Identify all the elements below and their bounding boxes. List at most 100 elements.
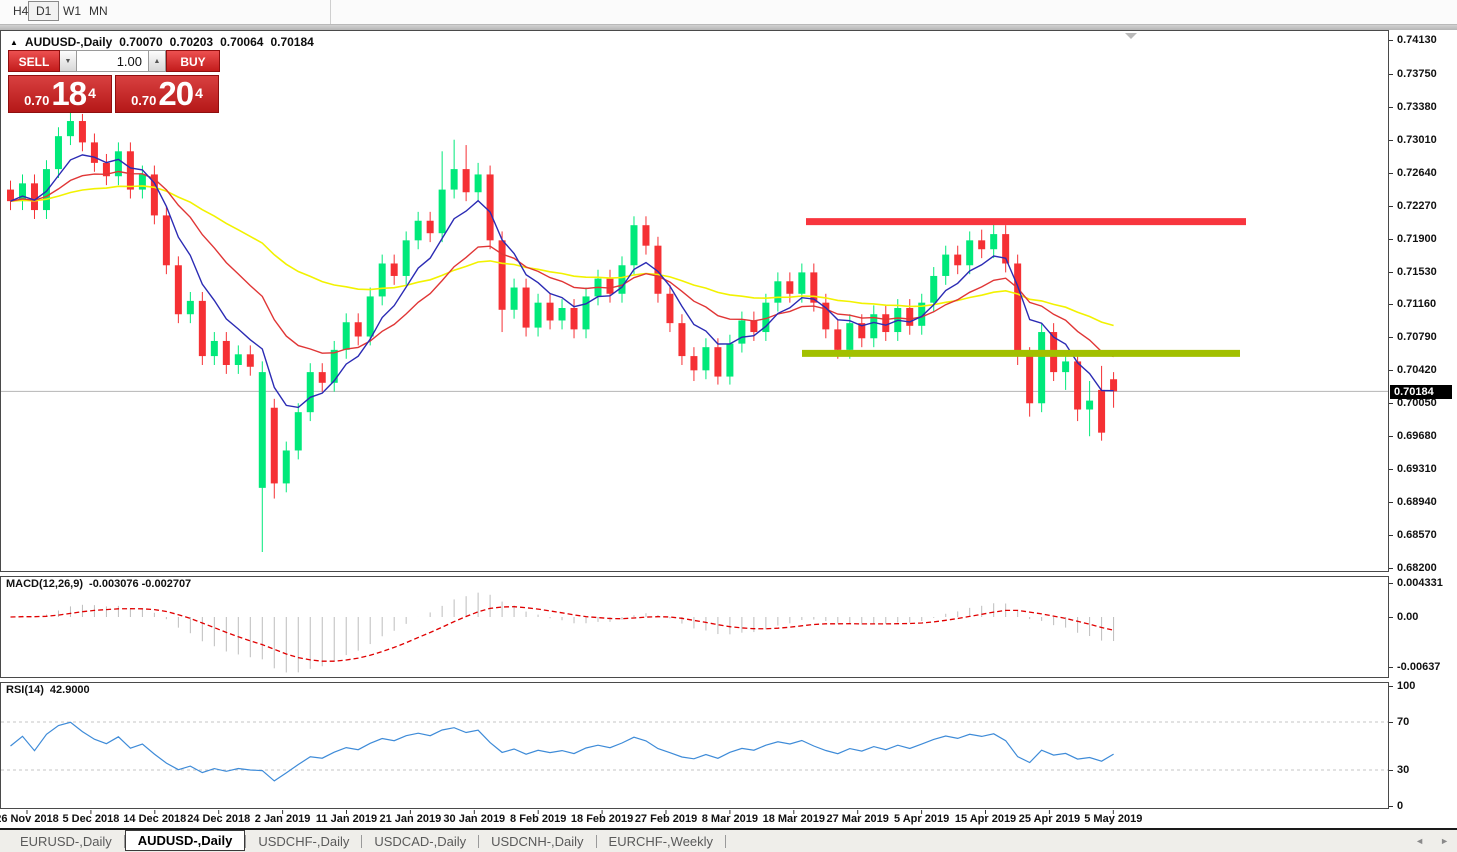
tab-scroll-left-icon[interactable]: ◄ xyxy=(1415,836,1425,846)
tab-divider xyxy=(595,834,597,848)
chart-shift-marker-icon[interactable] xyxy=(1125,33,1137,39)
price-tick-label: 0.68200 xyxy=(1397,562,1437,574)
chart-tab-bar: EURUSD-,Daily AUDUSD-,Daily USDCHF-,Dail… xyxy=(0,829,1457,852)
macd-tick-label: 0.00 xyxy=(1397,610,1419,623)
date-label: 24 Dec 2018 xyxy=(187,813,251,825)
tab-divider xyxy=(725,834,727,848)
price-tick-label: 0.69310 xyxy=(1397,463,1437,476)
axis-tick xyxy=(1389,304,1393,306)
date-label: 25 Apr 2019 xyxy=(1018,813,1081,825)
date-label: 5 Apr 2019 xyxy=(893,813,950,825)
rsi-pane[interactable] xyxy=(0,682,1389,809)
price-tick-label: 0.68570 xyxy=(1397,529,1437,542)
date-label: 8 Feb 2019 xyxy=(510,813,567,825)
axis-tick xyxy=(1389,722,1393,723)
macd-tick-label: 0.004331 xyxy=(1397,577,1443,589)
price-tick-label: 0.68940 xyxy=(1397,496,1437,509)
tab-scroll-right-icon[interactable]: ► xyxy=(1440,836,1449,846)
toolbar-separator xyxy=(330,0,331,24)
sell-price-pip: 4 xyxy=(88,85,96,101)
ohlc-low: 0.70064 xyxy=(220,35,264,49)
tab-mn[interactable]: MN xyxy=(89,4,108,18)
date-label: 5 May 2019 xyxy=(1084,813,1143,825)
price-axis[interactable]: 0.74130 0.73750 0.73380 0.73010 0.72640 0.722… xyxy=(1389,30,1457,828)
axis-tick xyxy=(1389,106,1393,108)
buy-price-big: 20 xyxy=(158,75,194,112)
axis-tick xyxy=(1389,616,1393,618)
date-label: 14 Dec 2018 xyxy=(123,813,187,825)
date-label: 26 Nov 2018 xyxy=(0,813,59,825)
volume-decrease-button[interactable]: ▼ xyxy=(60,50,77,72)
window-edge-strip xyxy=(0,25,1457,30)
tab-h4[interactable]: H4 xyxy=(13,4,29,18)
date-label: 27 Mar 2019 xyxy=(826,813,889,825)
price-tick-label: 0.69680 xyxy=(1397,430,1437,443)
chart-header: ▲ AUDUSD-,Daily 0.70070 0.70203 0.70064 … xyxy=(10,35,314,49)
buy-price-prefix: 0.70 xyxy=(131,93,157,108)
tab-audusd-daily[interactable]: AUDUSD-,Daily xyxy=(124,829,246,851)
axis-tick xyxy=(1389,205,1393,207)
rsi-label: RSI(14) 42.9000 xyxy=(6,684,90,696)
tab-usdcad-daily[interactable]: USDCAD-,Daily xyxy=(374,833,467,849)
window-divider xyxy=(0,828,1457,830)
buy-price-pip: 4 xyxy=(195,85,203,101)
price-tick-label: 0.74130 xyxy=(1397,34,1437,46)
collapse-panel-icon[interactable]: ▲ xyxy=(10,37,18,47)
price-tick-label: 0.70790 xyxy=(1397,331,1437,344)
date-label: 27 Feb 2019 xyxy=(634,813,698,825)
tab-divider xyxy=(361,834,363,848)
axis-tick xyxy=(1389,403,1393,405)
buy-button[interactable]: BUY xyxy=(166,50,220,72)
date-label: 11 Jan 2019 xyxy=(315,813,378,825)
macd-pane[interactable] xyxy=(0,576,1389,678)
sell-price-tile[interactable]: 0.70 18 4 xyxy=(8,75,112,113)
date-label: 21 Jan 2019 xyxy=(379,813,442,825)
axis-tick xyxy=(1389,271,1393,273)
current-price-tag: 0.70184 xyxy=(1390,385,1452,399)
sell-price-big: 18 xyxy=(51,75,87,112)
date-axis[interactable]: 26 Nov 2018 5 Dec 2018 14 Dec 2018 24 Dec 2… xyxy=(0,810,1389,828)
volume-input[interactable] xyxy=(77,50,149,72)
rsi-tick-label: 70 xyxy=(1397,716,1410,728)
date-label: 18 Mar 2019 xyxy=(762,813,825,825)
volume-increase-button[interactable]: ▲ xyxy=(149,50,166,72)
axis-tick xyxy=(1389,535,1393,537)
date-label: 2 Jan 2019 xyxy=(254,813,311,825)
price-tick-label: 0.71530 xyxy=(1397,265,1437,278)
axis-tick xyxy=(1389,667,1393,668)
axis-tick xyxy=(1389,436,1393,438)
axis-tick xyxy=(1389,370,1393,372)
one-click-trading-panel: SELL ▼ ▲ BUY 0.70 18 4 0.70 20 4 xyxy=(8,50,222,113)
macd-label: MACD(12,26,9) -0.003076 -0.002707 xyxy=(6,578,192,590)
axis-tick xyxy=(1389,806,1393,807)
price-tick-label: 0.71160 xyxy=(1397,298,1437,311)
price-tick-label: 0.73380 xyxy=(1397,100,1437,113)
price-tick-label: 0.70420 xyxy=(1397,364,1437,377)
tab-divider xyxy=(123,834,125,848)
tab-usdchf-daily[interactable]: USDCHF-,Daily xyxy=(258,833,350,849)
date-label: 18 Feb 2019 xyxy=(570,813,634,825)
date-label: 15 Apr 2019 xyxy=(954,813,1017,825)
tab-eurchf-weekly[interactable]: EURCHF-,Weekly xyxy=(608,833,714,849)
date-label: 8 Mar 2019 xyxy=(701,813,759,825)
ohlc-high: 0.70203 xyxy=(169,35,214,49)
tab-usdcnh-daily[interactable]: USDCNH-,Daily xyxy=(491,833,584,849)
timeframe-toolbar: H4 D1 W1 MN xyxy=(0,0,1457,25)
tab-d1[interactable]: D1 xyxy=(28,1,60,21)
tab-divider xyxy=(478,834,480,848)
rsi-tick-label: 0 xyxy=(1397,800,1404,812)
tab-scroll-arrows: ◄ ► xyxy=(1415,836,1449,846)
buy-price-tile[interactable]: 0.70 20 4 xyxy=(115,75,219,113)
tab-eurusd-daily[interactable]: EURUSD-,Daily xyxy=(20,833,112,849)
macd-tick-label: -0.00637 xyxy=(1397,661,1441,673)
axis-tick xyxy=(1389,73,1393,75)
ohlc-close: 0.70184 xyxy=(270,35,314,49)
rsi-tick-label: 30 xyxy=(1397,764,1410,776)
tab-w1[interactable]: W1 xyxy=(63,4,81,18)
axis-tick xyxy=(1389,172,1393,174)
price-tick-label: 0.70050 xyxy=(1397,397,1437,410)
tab-divider xyxy=(245,834,247,848)
date-label: 30 Jan 2019 xyxy=(443,813,506,825)
axis-tick xyxy=(1389,139,1393,141)
sell-button[interactable]: SELL xyxy=(8,50,60,72)
